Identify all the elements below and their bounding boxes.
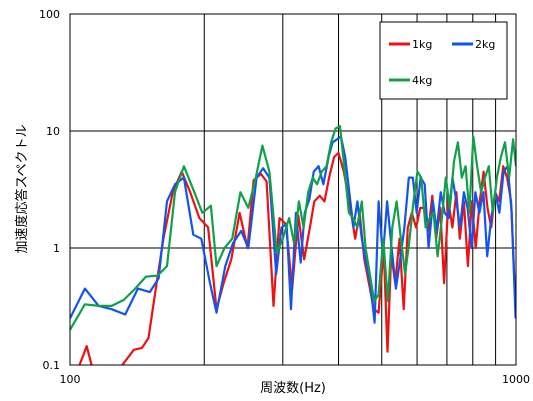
legend-label-1kg: 1kg <box>412 38 432 51</box>
series-layer <box>70 125 516 365</box>
legend-label-2kg: 2kg <box>475 38 495 51</box>
y-tick-label: 0.1 <box>43 359 61 372</box>
x-tick-label: 100 <box>60 373 81 386</box>
y-tick-label: 10 <box>46 125 60 138</box>
x-tick-label: 1000 <box>502 373 530 386</box>
series-line-4kg <box>70 125 516 331</box>
y-axis-label: 加速度応答スペクトル <box>14 124 30 253</box>
series-line-2kg <box>70 135 516 324</box>
legend-label-4kg: 4kg <box>412 74 432 87</box>
legend: 1kg 2kg 4kg <box>379 21 508 100</box>
plot-frame <box>69 13 517 366</box>
x-axis-label: 周波数(Hz) <box>260 381 326 396</box>
y-tick-label: 100 <box>39 8 60 21</box>
y-tick-label: 1 <box>53 242 60 255</box>
legend-box <box>379 21 508 100</box>
